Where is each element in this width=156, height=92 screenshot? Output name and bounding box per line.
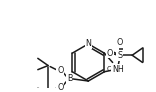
Text: N: N <box>85 39 91 48</box>
Text: CH₃: CH₃ <box>107 66 120 72</box>
Text: S: S <box>117 51 122 60</box>
Text: O: O <box>57 66 64 75</box>
Text: NH: NH <box>112 65 124 74</box>
Text: O: O <box>106 49 113 58</box>
Text: B: B <box>67 74 73 83</box>
Text: O: O <box>57 83 64 92</box>
Text: O: O <box>117 38 123 47</box>
